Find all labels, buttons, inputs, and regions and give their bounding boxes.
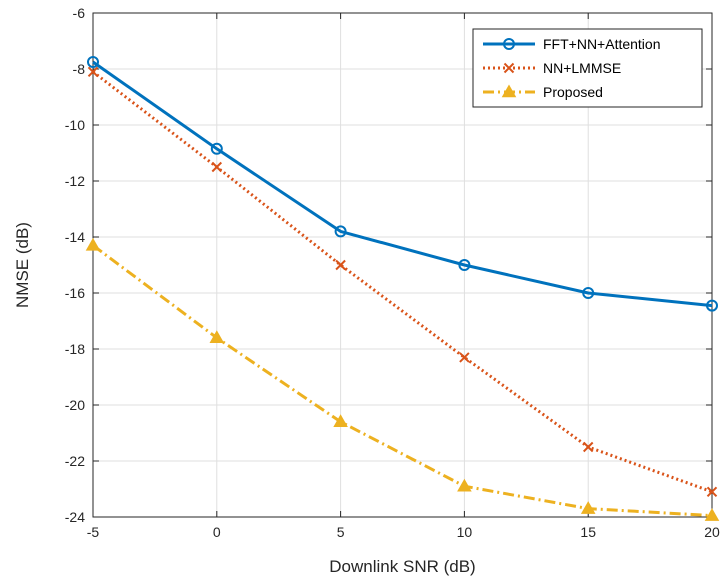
data-point <box>85 237 101 251</box>
y-tick-label: -14 <box>65 229 85 245</box>
y-tick-label: -12 <box>65 173 85 189</box>
data-point <box>333 414 348 428</box>
x-marker-stroke <box>503 62 515 74</box>
legend-label: NN+LMMSE <box>543 60 621 76</box>
grid <box>92 12 713 518</box>
x-marker-stroke <box>582 441 594 453</box>
y-tick-label: -20 <box>65 397 85 413</box>
data-point <box>706 299 718 312</box>
x-tick-label: -5 <box>87 524 100 540</box>
data-point <box>87 66 99 78</box>
legend-marker <box>503 62 515 74</box>
x-tick-label: 5 <box>337 524 345 540</box>
data-point <box>582 441 594 453</box>
series-line <box>92 70 713 494</box>
y-tick-label: -6 <box>73 5 86 21</box>
series-0 <box>87 56 718 312</box>
series-group <box>85 56 720 521</box>
legend-marker <box>503 38 515 50</box>
x-tick-label: 15 <box>580 524 596 540</box>
y-tick-label: -16 <box>65 285 85 301</box>
y-tick-label: -18 <box>65 341 85 357</box>
y-tick-label: -22 <box>65 453 85 469</box>
x-marker-stroke <box>87 66 99 78</box>
x-marker-stroke <box>211 161 223 173</box>
y-tick-label: -24 <box>65 509 85 525</box>
data-point <box>582 287 595 299</box>
series-1 <box>87 66 718 498</box>
legend-marker <box>501 84 517 98</box>
data-point <box>87 56 99 68</box>
legend-label: Proposed <box>543 84 603 100</box>
data-point <box>706 486 718 498</box>
data-point <box>457 478 472 492</box>
x-marker-stroke <box>459 352 470 363</box>
data-point <box>335 259 346 271</box>
y-tick-label: -10 <box>65 117 85 133</box>
y-axis-label: NMSE (dB) <box>13 222 32 308</box>
data-point <box>580 501 596 514</box>
plot-area-frame <box>92 12 713 518</box>
data-point <box>704 508 720 521</box>
x-tick-label: 20 <box>704 524 720 540</box>
series-2 <box>85 237 720 521</box>
data-point <box>459 352 470 363</box>
legend: FFT+NN+Attention NN+LMMSE Proposed <box>472 28 703 108</box>
x-marker-stroke <box>706 486 718 498</box>
data-point <box>210 142 223 155</box>
x-marker-stroke <box>335 259 346 271</box>
axis-ticks: -5 0 5 10 15 20 -24 -22 -20 -18 -16 -14 -12 -10 -8 -6 <box>65 5 720 540</box>
x-tick-label: 10 <box>457 524 473 540</box>
x-axis-label: Downlink SNR (dB) <box>329 557 475 576</box>
data-point <box>211 161 223 173</box>
y-tick-label: -8 <box>73 61 86 77</box>
series-line <box>92 244 713 518</box>
data-point <box>334 225 347 238</box>
data-point <box>458 259 471 271</box>
x-tick-label: 0 <box>213 524 221 540</box>
series-line <box>92 60 713 308</box>
legend-label: FFT+NN+Attention <box>543 36 661 52</box>
data-point <box>209 330 225 344</box>
